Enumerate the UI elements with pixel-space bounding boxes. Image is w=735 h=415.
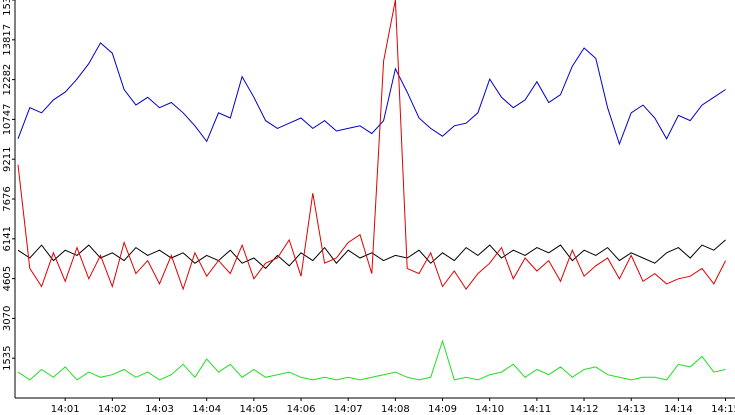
x-tick-label: 14:10 — [475, 404, 504, 415]
series-line — [17, 42, 726, 146]
x-tick-label: 14:15 — [711, 404, 735, 415]
y-tick-label: 13817 — [2, 24, 13, 56]
y-tick-label: 15353 — [2, 0, 13, 16]
x-tick-label: 14:04 — [192, 404, 221, 415]
x-tick-label: 14:12 — [570, 404, 599, 415]
x-tick-label: 14:02 — [98, 404, 127, 415]
x-tick-label: 14:14 — [664, 404, 693, 415]
y-tick-label: 1535 — [2, 345, 13, 370]
x-tick-label: 14:13 — [617, 404, 646, 415]
y-tick-label: 9211 — [2, 146, 13, 171]
x-tick-label: 14:05 — [239, 404, 268, 415]
x-tick-label: 14:08 — [381, 404, 410, 415]
x-tick-label: 14:11 — [522, 404, 551, 415]
y-tick-label: 4605 — [2, 266, 13, 291]
y-tick-label: 3070 — [2, 306, 13, 331]
x-tick-label: 14:01 — [51, 404, 80, 415]
series-line — [17, 339, 726, 381]
x-tick-label: 14:03 — [145, 404, 174, 415]
y-tick-label: 7676 — [2, 186, 13, 211]
x-tick-label: 14:06 — [287, 404, 316, 415]
x-tick-label: 14:07 — [334, 404, 363, 415]
y-tick-label: 10747 — [2, 103, 13, 135]
y-tick-label: 12282 — [2, 64, 13, 96]
x-tick-label: 14:09 — [428, 404, 457, 415]
y-tick-label: 6141 — [2, 226, 13, 251]
series-line — [17, 0, 727, 291]
series-line — [17, 239, 726, 270]
